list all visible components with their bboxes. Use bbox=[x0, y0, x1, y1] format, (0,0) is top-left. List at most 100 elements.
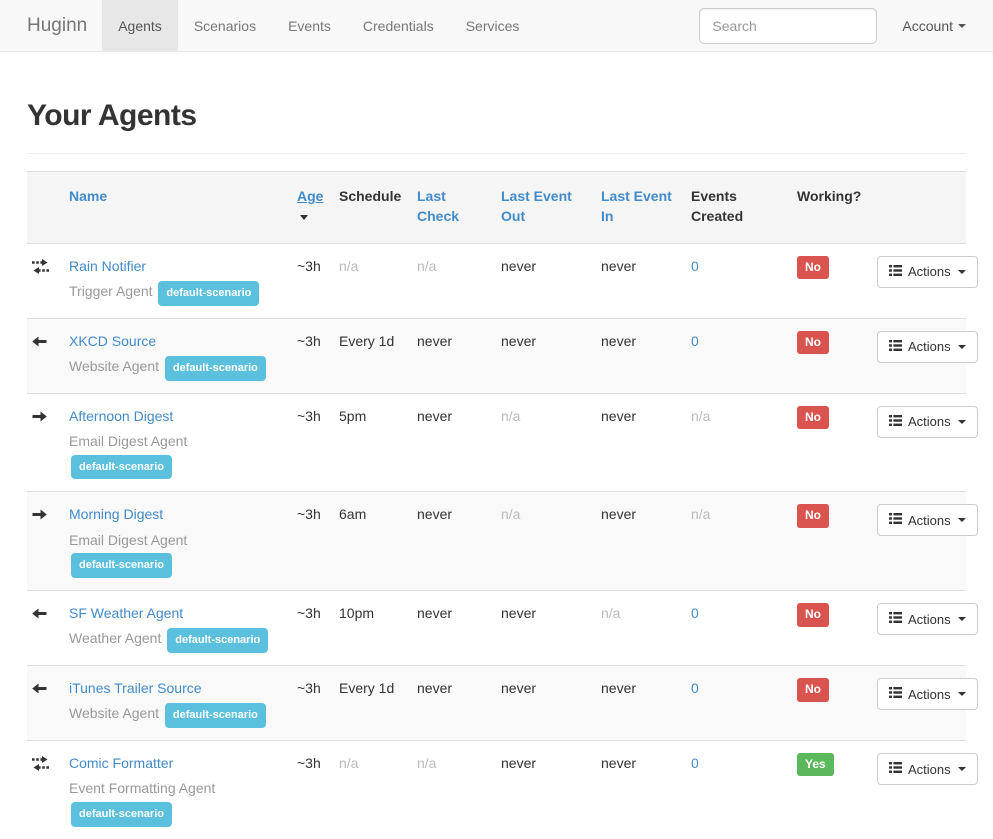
arrow-left-icon bbox=[31, 680, 59, 697]
chevron-down-icon bbox=[957, 269, 966, 274]
list-icon bbox=[889, 512, 902, 528]
scenario-badge[interactable]: default-scenario bbox=[164, 355, 266, 381]
arrow-right-icon bbox=[31, 408, 59, 425]
agent-name-link[interactable]: Morning Digest bbox=[69, 506, 164, 523]
actions-button-label: Actions bbox=[908, 339, 951, 355]
last-event-in-cell: never bbox=[593, 392, 683, 492]
working-cell: No bbox=[789, 491, 869, 591]
search-input[interactable] bbox=[699, 7, 878, 44]
working-badge: No bbox=[797, 504, 829, 528]
events-created-cell: 0 bbox=[683, 317, 789, 394]
col-header-events-created: Events Created bbox=[683, 171, 789, 244]
schedule-cell: n/a bbox=[331, 740, 409, 839]
actions-button[interactable]: Actions bbox=[877, 504, 978, 537]
schedule-cell: 6am bbox=[331, 491, 409, 591]
actions-button[interactable]: Actions bbox=[877, 678, 978, 711]
actions-button-label: Actions bbox=[908, 512, 951, 528]
sort-by-last-check[interactable]: Last Check bbox=[417, 188, 460, 225]
last-event-in-cell: never bbox=[593, 740, 683, 839]
actions-button[interactable]: Actions bbox=[877, 753, 978, 786]
list-icon bbox=[889, 761, 902, 777]
schedule-cell: 5pm bbox=[331, 392, 409, 492]
actions-button[interactable]: Actions bbox=[877, 405, 978, 438]
schedule-cell: 10pm bbox=[331, 590, 409, 666]
navbar-right: Account bbox=[699, 0, 993, 51]
brand-link[interactable]: Huginn bbox=[27, 14, 88, 36]
arrow-left-icon bbox=[31, 605, 59, 622]
working-cell: No bbox=[789, 242, 869, 319]
main-nav: Agents Scenarios Events Credentials Services bbox=[102, 0, 535, 51]
agent-name-link[interactable]: SF Weather Agent bbox=[69, 605, 184, 622]
last-event-out-cell: never bbox=[493, 665, 593, 741]
sort-by-age[interactable]: Age bbox=[297, 188, 324, 204]
actions-button-label: Actions bbox=[908, 264, 951, 280]
last-event-out-cell: never bbox=[493, 317, 593, 394]
working-cell: No bbox=[789, 392, 869, 492]
chevron-down-icon bbox=[958, 23, 966, 28]
last-event-in-cell: n/a bbox=[593, 590, 683, 666]
col-header-working: Working? bbox=[789, 171, 869, 244]
age-cell: ~3h bbox=[289, 242, 331, 319]
nav-item-agents[interactable]: Agents bbox=[102, 0, 178, 51]
events-created-cell: n/a bbox=[683, 392, 789, 492]
nav-item-credentials[interactable]: Credentials bbox=[362, 17, 434, 34]
actions-button[interactable]: Actions bbox=[877, 603, 978, 636]
agent-name-link[interactable]: Afternoon Digest bbox=[69, 407, 174, 424]
actions-button[interactable]: Actions bbox=[877, 330, 978, 363]
sort-by-last-event-out[interactable]: Last Event Out bbox=[501, 188, 572, 225]
events-created-cell: 0 bbox=[683, 740, 789, 839]
events-count-link[interactable]: 0 bbox=[691, 257, 699, 274]
events-count-link[interactable]: 0 bbox=[691, 332, 699, 349]
table-row: XKCD Source Website Agent default-scenar… bbox=[27, 317, 978, 394]
last-check-cell: n/a bbox=[409, 740, 493, 839]
events-created-cell: 0 bbox=[683, 590, 789, 666]
last-check-cell: never bbox=[409, 665, 493, 741]
chevron-down-icon bbox=[957, 419, 966, 424]
age-cell: ~3h bbox=[289, 317, 331, 394]
exchange-icon bbox=[31, 258, 59, 275]
scenario-badge[interactable]: default-scenario bbox=[158, 280, 260, 306]
scenario-badge[interactable]: default-scenario bbox=[167, 628, 269, 654]
nav-item-services[interactable]: Services bbox=[465, 17, 520, 34]
nav-item-events[interactable]: Events bbox=[288, 17, 331, 34]
actions-button-label: Actions bbox=[908, 761, 951, 777]
working-cell: Yes bbox=[789, 740, 869, 839]
list-icon bbox=[889, 414, 902, 430]
actions-button[interactable]: Actions bbox=[877, 255, 978, 288]
actions-button-label: Actions bbox=[908, 611, 951, 627]
agent-name-link[interactable]: Comic Formatter bbox=[69, 755, 174, 772]
agent-type-label: Website Agent bbox=[69, 705, 160, 722]
events-count-link[interactable]: 0 bbox=[691, 680, 699, 697]
actions-button-label: Actions bbox=[908, 686, 951, 702]
working-badge: No bbox=[797, 678, 829, 702]
scenario-badge[interactable]: default-scenario bbox=[71, 553, 172, 579]
agent-name-link[interactable]: Rain Notifier bbox=[69, 257, 147, 274]
list-icon bbox=[889, 264, 902, 280]
sort-by-name[interactable]: Name bbox=[69, 188, 108, 204]
scenario-badge[interactable]: default-scenario bbox=[71, 802, 172, 827]
last-check-cell: n/a bbox=[409, 242, 493, 319]
agent-name-link[interactable]: iTunes Trailer Source bbox=[69, 680, 202, 697]
working-cell: No bbox=[789, 317, 869, 394]
last-event-out-cell: n/a bbox=[493, 392, 593, 492]
scenario-badge[interactable]: default-scenario bbox=[164, 703, 266, 729]
divider bbox=[27, 153, 966, 154]
events-created-cell: 0 bbox=[683, 242, 789, 319]
events-created-cell: 0 bbox=[683, 665, 789, 741]
scenario-badge[interactable]: default-scenario bbox=[71, 454, 172, 480]
list-icon bbox=[889, 686, 902, 702]
events-count-link[interactable]: 0 bbox=[691, 605, 699, 622]
actions-column-header bbox=[869, 171, 966, 244]
agent-name-link[interactable]: XKCD Source bbox=[69, 332, 157, 349]
events-count-link[interactable]: 0 bbox=[691, 755, 699, 772]
account-menu[interactable]: Account bbox=[902, 18, 966, 34]
nav-item-scenarios[interactable]: Scenarios bbox=[193, 17, 257, 34]
last-event-out-cell: n/a bbox=[493, 491, 593, 591]
last-event-in-cell: never bbox=[593, 242, 683, 319]
table-row: Comic Formatter Event Formatting Agent d… bbox=[27, 740, 978, 839]
table-header: Name Age Schedule Last Check Last Event … bbox=[27, 171, 966, 244]
sort-by-last-event-in[interactable]: Last Event In bbox=[601, 188, 672, 225]
account-label: Account bbox=[902, 17, 953, 34]
agent-type-label: Trigger Agent bbox=[69, 282, 153, 299]
col-header-name: Name bbox=[61, 171, 289, 244]
